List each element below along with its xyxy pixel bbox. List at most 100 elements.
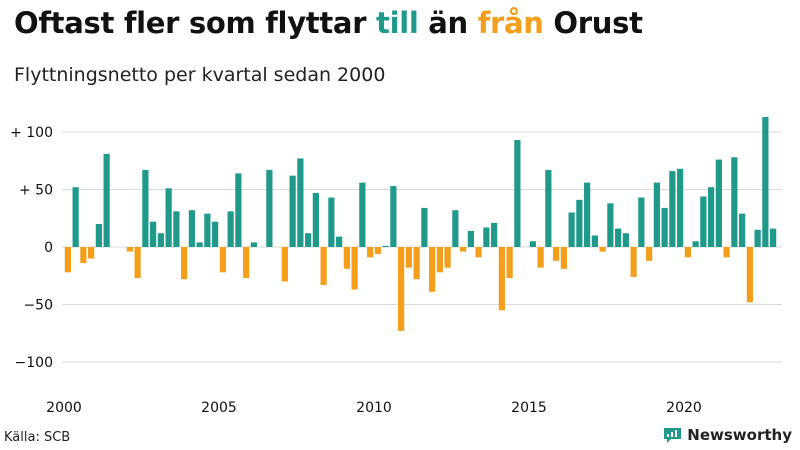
bar-2000-q4 <box>88 247 95 259</box>
bar-2015-q3 <box>545 169 552 247</box>
bar-2002-q1 <box>126 247 133 252</box>
bar-2021-q3 <box>731 157 738 247</box>
bar-2010-q1 <box>374 247 381 254</box>
y-axis-ticks: + 100 + 50 0 −50 −100 <box>10 125 53 371</box>
bar-2003-q4 <box>181 247 188 280</box>
title-end: Orust <box>543 6 643 40</box>
bar-2006-q3 <box>266 169 273 247</box>
bar-2018-q2 <box>630 247 637 277</box>
bar-2005-q3 <box>235 173 242 247</box>
bar-2004-q4 <box>212 221 219 247</box>
source-note: Källa: SCB <box>4 430 71 445</box>
bar-2008-q2 <box>320 247 327 285</box>
bar-2015-q2 <box>537 247 544 268</box>
bar-2019-q2 <box>661 207 668 247</box>
bar-2009-q3 <box>359 182 366 247</box>
bar-2000-q3 <box>80 247 87 264</box>
bar-2021-q1 <box>715 159 722 247</box>
x-tick-label: 2005 <box>201 400 237 416</box>
bar-2017-q3 <box>607 203 614 247</box>
bar-2001-q2 <box>103 153 110 247</box>
bar-2007-q1 <box>281 247 288 282</box>
bar-2005-q1 <box>219 247 226 273</box>
bar-2000-q1 <box>64 247 71 273</box>
bar-2015-q1 <box>529 241 536 247</box>
bar-2003-q2 <box>165 188 172 247</box>
bar-2010-q2 <box>382 245 389 247</box>
bar-2002-q4 <box>150 221 157 247</box>
bar-2008-q1 <box>312 192 319 247</box>
title-out-word: från <box>477 6 544 40</box>
bar-2019-q1 <box>653 182 660 247</box>
x-tick-label: 2000 <box>46 400 82 416</box>
chart-subtitle: Flyttningsnetto per kvartal sedan 2000 <box>14 64 386 86</box>
bar-2018-q4 <box>646 247 653 261</box>
bar-2012-q3 <box>452 210 459 247</box>
bar-2008-q4 <box>336 236 343 247</box>
bar-2022-q2 <box>754 229 761 247</box>
bar-2022-q1 <box>746 247 753 303</box>
title-in-word: till <box>376 6 419 40</box>
bar-2018-q3 <box>638 197 645 247</box>
bar-2005-q2 <box>227 211 234 247</box>
bar-2003-q1 <box>157 233 164 247</box>
chart-title: Oftast fler som flyttar till än från Oru… <box>14 6 643 40</box>
bar-2010-q4 <box>398 247 405 331</box>
bar-2021-q2 <box>723 247 730 258</box>
bar-2020-q2 <box>692 241 699 247</box>
bar-2006-q1 <box>250 242 257 247</box>
title-part1: Oftast fler som flyttar <box>14 6 376 40</box>
y-tick-label: + 50 <box>19 183 53 199</box>
bar-2007-q2 <box>289 175 296 247</box>
bar-2017-q2 <box>599 247 606 252</box>
bars <box>64 117 777 331</box>
bar-2009-q1 <box>343 247 350 269</box>
bar-2012-q2 <box>444 247 451 268</box>
bar-2016-q4 <box>584 182 591 247</box>
bar-2002-q3 <box>142 169 149 247</box>
newsworthy-logo-icon <box>664 427 682 443</box>
bar-2022-q3 <box>762 117 769 247</box>
bar-2003-q3 <box>173 211 180 247</box>
bar-2007-q3 <box>297 158 304 247</box>
bar-2012-q1 <box>436 247 443 273</box>
bar-2016-q1 <box>560 247 567 269</box>
bar-2011-q3 <box>421 207 428 247</box>
bar-2022-q4 <box>770 228 777 247</box>
bar-2013-q2 <box>475 247 482 258</box>
bar-2015-q4 <box>553 247 560 261</box>
y-tick-label: −100 <box>15 355 53 371</box>
bar-2014-q1 <box>498 247 505 311</box>
bar-2005-q4 <box>243 247 250 279</box>
bar-2010-q3 <box>390 186 397 247</box>
bar-2017-q1 <box>591 235 598 247</box>
bar-2009-q2 <box>351 247 358 290</box>
bar-2014-q2 <box>506 247 513 279</box>
x-axis-ticks: 2000 2005 2010 2015 2020 <box>46 400 702 416</box>
bar-chart: + 100 + 50 0 −50 −100 2000 2005 2010 2015 2020 <box>10 117 782 416</box>
bar-2013-q4 <box>491 222 498 247</box>
bar-2021-q4 <box>739 213 746 247</box>
bar-2014-q3 <box>514 140 521 247</box>
bar-2011-q2 <box>413 247 420 280</box>
x-tick-label: 2015 <box>511 400 547 416</box>
bar-2000-q2 <box>72 187 79 247</box>
x-tick-label: 2020 <box>666 400 702 416</box>
bar-2007-q4 <box>305 233 312 247</box>
bar-2011-q1 <box>405 247 412 268</box>
bar-2002-q2 <box>134 247 141 279</box>
title-mid: än <box>418 6 478 40</box>
brand-name: Newsworthy <box>687 426 792 444</box>
bar-2017-q4 <box>615 228 622 247</box>
bar-2013-q1 <box>467 230 474 247</box>
bar-2009-q4 <box>367 247 374 258</box>
newsworthy-brand[interactable]: Newsworthy <box>663 426 792 444</box>
bar-2016-q2 <box>568 212 575 247</box>
bar-2001-q1 <box>95 224 102 247</box>
bar-2012-q4 <box>460 247 467 252</box>
bar-2013-q3 <box>483 227 490 247</box>
y-tick-label: + 100 <box>10 125 53 141</box>
y-tick-label: −50 <box>23 298 53 314</box>
bar-2020-q1 <box>684 247 691 258</box>
bar-2016-q3 <box>576 199 583 247</box>
